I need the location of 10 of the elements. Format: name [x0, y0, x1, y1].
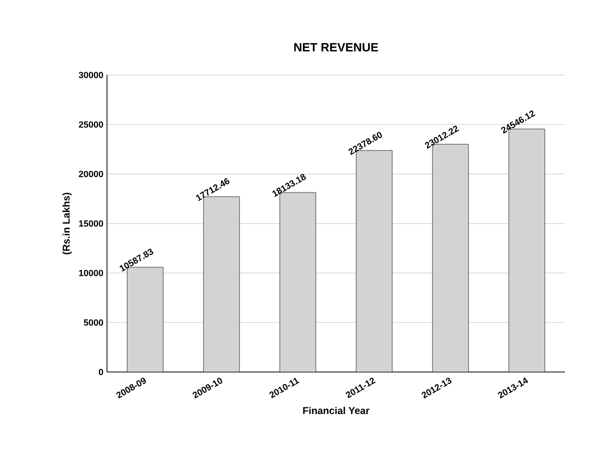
y-tick-label: 15000: [79, 220, 104, 227]
y-axis-title: (Rs.in Lakhs): [62, 192, 72, 254]
y-tick-label: 10000: [79, 270, 104, 276]
y-tick-label: 5000: [84, 319, 104, 326]
y-tick-label: 0: [98, 368, 104, 376]
y-tick-label: 25000: [78, 121, 104, 128]
chart-title: NET REVENUE: [294, 43, 378, 52]
y-tick-label: 30000: [78, 72, 104, 78]
x-axis-title: Financial Year: [303, 406, 370, 414]
y-tick-label: 20000: [78, 170, 104, 178]
